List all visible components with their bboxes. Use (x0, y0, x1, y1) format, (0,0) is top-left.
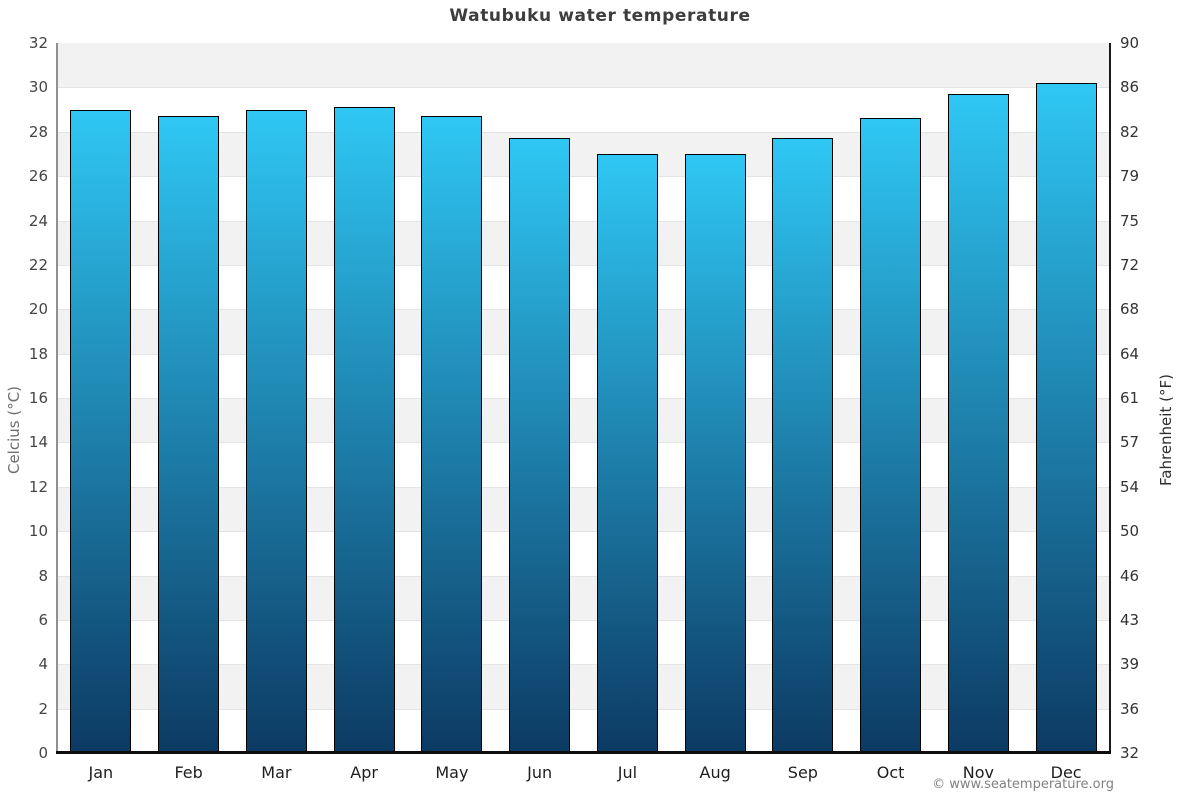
month-label-apr: Apr (350, 763, 378, 782)
celsius-tick-label: 20 (28, 300, 48, 319)
celsius-tick-label: 30 (28, 78, 48, 97)
chart-title: Watubuku water temperature (449, 6, 751, 26)
bar-nov (947, 94, 1009, 753)
celsius-tick-label: 4 (38, 655, 48, 674)
celsius-tick-label: 18 (28, 344, 48, 363)
fahrenheit-tick-label: 54 (1120, 477, 1140, 496)
bar-jun (509, 138, 571, 753)
bar-jan (70, 109, 132, 753)
bar-may (421, 116, 483, 753)
month-label-aug: Aug (699, 763, 731, 782)
celsius-tick-label: 2 (38, 699, 48, 718)
plot-band (57, 353, 1110, 398)
celsius-tick-label: 6 (38, 610, 48, 629)
fahrenheit-tick-label: 61 (1120, 389, 1140, 407)
plot-band (57, 575, 1110, 620)
bar-mar (245, 109, 307, 753)
fahrenheit-tick-label: 57 (1120, 433, 1140, 452)
celsius-tick-label: 28 (28, 122, 48, 141)
fahrenheit-tick-label: 75 (1120, 211, 1140, 230)
plot-band (57, 442, 1110, 487)
bottom-axis-line (56, 751, 1111, 754)
month-label-nov: Nov (962, 763, 994, 782)
fahrenheit-tick-label: 72 (1120, 255, 1140, 274)
bar-feb (158, 116, 220, 753)
plot-band (57, 619, 1110, 665)
bar-apr (333, 107, 395, 753)
fahrenheit-tick-label: 82 (1120, 122, 1140, 141)
month-label-dec: Dec (1050, 763, 1082, 782)
fahrenheit-tick-label: 90 (1120, 34, 1140, 52)
bar-jul (596, 153, 658, 753)
celsius-tick-label: 14 (28, 433, 48, 452)
right-axis-line (1109, 43, 1111, 753)
plot-band (57, 131, 1110, 177)
fahrenheit-tick-label: 79 (1120, 167, 1140, 186)
month-label-may: May (435, 763, 469, 782)
celsius-tick-label: 0 (38, 744, 48, 762)
plot-band (57, 87, 1110, 132)
celsius-tick-label: 26 (28, 167, 48, 186)
plot-area (57, 43, 1110, 753)
plot-band (57, 664, 1110, 709)
month-label-jan: Jan (88, 763, 114, 782)
month-label-mar: Mar (261, 763, 292, 782)
month-label-jun: Jun (527, 763, 553, 782)
plot-band (57, 43, 1110, 88)
left-axis-line (56, 43, 58, 753)
plot-band (57, 531, 1110, 576)
plot-band (57, 220, 1110, 265)
bar-aug (684, 153, 746, 753)
celsius-tick-label: 16 (28, 389, 48, 407)
plot-band (57, 176, 1110, 221)
bar-sep (772, 138, 834, 753)
celsius-tick-label: 10 (28, 522, 48, 541)
fahrenheit-tick-label: 46 (1120, 566, 1140, 585)
month-label-jul: Jul (617, 763, 638, 782)
celsius-tick-label: 24 (28, 211, 48, 230)
attribution-text: © www.seatemperature.org (932, 777, 1114, 792)
month-label-feb: Feb (174, 763, 203, 782)
bar-dec (1035, 82, 1097, 753)
month-label-oct: Oct (876, 763, 905, 782)
fahrenheit-tick-label: 68 (1120, 300, 1140, 319)
bar-oct (860, 118, 922, 753)
plot-band (57, 708, 1110, 753)
fahrenheit-tick-label: 36 (1120, 699, 1140, 718)
celsius-tick-label: 8 (38, 566, 48, 585)
fahrenheit-tick-label: 32 (1120, 744, 1140, 762)
celsius-tick-label: 32 (28, 34, 48, 52)
plot-band (57, 309, 1110, 354)
celsius-tick-label: 22 (28, 255, 48, 274)
celsius-tick-label: 12 (28, 477, 48, 496)
plot-band (57, 486, 1110, 532)
fahrenheit-tick-label: 39 (1120, 655, 1140, 674)
plot-band (57, 264, 1110, 310)
fahrenheit-tick-label: 86 (1120, 78, 1140, 97)
fahrenheit-tick-label: 50 (1120, 522, 1140, 541)
fahrenheit-tick-label: 43 (1120, 610, 1140, 629)
fahrenheit-tick-label: 64 (1120, 344, 1140, 363)
plot-band (57, 398, 1110, 443)
month-label-sep: Sep (787, 763, 818, 782)
